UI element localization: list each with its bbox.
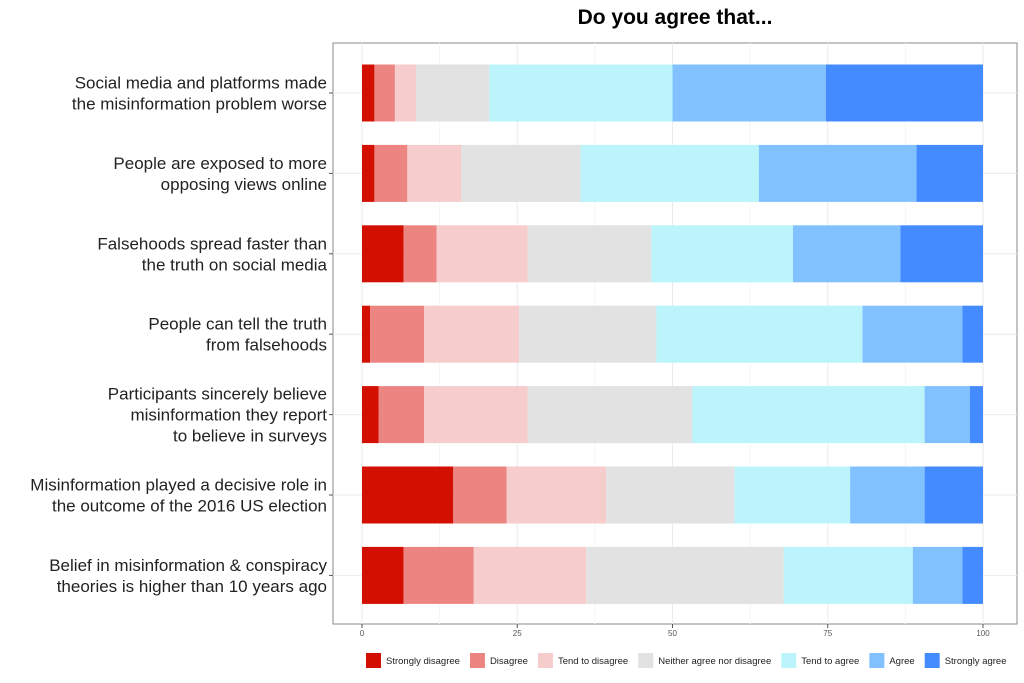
bar-segment-neither-agree-nor-disagree <box>527 225 652 283</box>
bar-segment-agree <box>912 546 963 604</box>
bar-segment-strongly-disagree <box>362 64 375 122</box>
y-axis-label: People can tell the truth from falsehoods <box>148 315 327 355</box>
bar-segment-tend-to-disagree <box>506 466 607 524</box>
bar-segment-disagree <box>378 386 425 444</box>
bar-segment-agree <box>672 64 826 122</box>
legend-label: Tend to agree <box>801 656 859 667</box>
bar-segment-disagree <box>403 225 437 283</box>
bar-segment-tend-to-agree <box>489 64 673 122</box>
bar-segment-tend-to-agree <box>692 386 925 444</box>
bar-segment-agree <box>924 386 970 444</box>
y-axis-label-line: the truth on social media <box>142 255 328 274</box>
bar-segment-strongly-disagree <box>362 225 404 283</box>
y-axis-label: Social media and platforms made the misin… <box>72 74 327 114</box>
bar-segment-neither-agree-nor-disagree <box>519 305 657 363</box>
bar-segment-tend-to-disagree <box>424 386 528 444</box>
bar-segment-disagree <box>403 546 474 604</box>
y-axis-label-line: opposing views online <box>161 175 327 194</box>
y-axis-label: Falsehoods spread faster than the truth o… <box>97 234 327 274</box>
y-axis-label: Belief in misinformation & conspiracy the… <box>49 556 327 596</box>
y-axis-label-line: People are exposed to more <box>113 154 327 173</box>
y-axis-label-line: Belief in misinformation & conspiracy <box>49 556 327 575</box>
bar-segment-neither-agree-nor-disagree <box>416 64 490 122</box>
chart-title: Do you agree that... <box>577 6 773 29</box>
y-axis-label-line: People can tell the truth <box>148 315 327 334</box>
y-axis-label-line: to believe in surveys <box>173 427 327 446</box>
bar-segment-agree <box>850 466 925 524</box>
y-axis-label-line: Social media and platforms made <box>75 74 327 93</box>
bar-segment-disagree <box>374 144 408 202</box>
y-axis-label-line: the misinformation problem worse <box>72 95 327 114</box>
bar-segment-neither-agree-nor-disagree <box>586 546 784 604</box>
bar-segment-tend-to-disagree <box>436 225 528 283</box>
legend-label: Tend to disagree <box>558 656 628 667</box>
legend-swatch <box>638 653 654 668</box>
y-axis-label-line: from falsehoods <box>206 336 327 355</box>
bar-segment-agree <box>862 305 963 363</box>
bar-segment-strongly-agree <box>969 386 983 444</box>
bar-segment-tend-to-disagree <box>424 305 520 363</box>
legend-swatch <box>366 653 381 668</box>
y-axis-label-line: misinformation they report <box>130 406 327 425</box>
bar-segment-strongly-disagree <box>362 305 371 363</box>
bar-segment-neither-agree-nor-disagree <box>606 466 735 524</box>
bar-segment-tend-to-disagree <box>473 546 587 604</box>
bar-segment-tend-to-agree <box>651 225 793 283</box>
bar-segment-strongly-disagree <box>362 546 404 604</box>
bar-segment-tend-to-agree <box>656 305 863 363</box>
legend-label: Neither agree nor disagree <box>658 656 771 667</box>
bar-segment-strongly-agree <box>916 144 983 202</box>
bar-segment-disagree <box>374 64 395 122</box>
bar-segment-strongly-disagree <box>362 144 375 202</box>
x-tick-label: 100 <box>976 629 990 638</box>
bar-segment-tend-to-disagree <box>407 144 462 202</box>
y-axis-label-line: Misinformation played a decisive role in <box>30 476 327 495</box>
x-tick-label: 0 <box>360 629 365 638</box>
bar-segment-tend-to-agree <box>580 144 759 202</box>
legend-label: Disagree <box>490 656 528 667</box>
legend-label: Strongly disagree <box>386 656 460 667</box>
x-tick-label: 75 <box>823 629 832 638</box>
y-axis-label: Participants sincerely believe misinforma… <box>108 385 327 446</box>
legend-swatch <box>781 653 797 668</box>
bar-segment-disagree <box>453 466 507 524</box>
bar-segment-strongly-agree <box>962 546 983 604</box>
x-tick-label: 50 <box>668 629 677 638</box>
bar-segment-strongly-disagree <box>362 386 379 444</box>
y-axis-label: Misinformation played a decisive role in… <box>30 476 327 516</box>
y-axis-label-line: Participants sincerely believe <box>108 385 327 404</box>
bar-segment-tend-to-agree <box>734 466 851 524</box>
bar-segment-strongly-agree <box>962 305 983 363</box>
bar-segment-tend-to-disagree <box>394 64 417 122</box>
bar-segment-disagree <box>370 305 425 363</box>
bar-segment-strongly-agree <box>924 466 983 524</box>
y-axis-label-line: theories is higher than 10 years ago <box>57 577 327 596</box>
bar-segment-agree <box>758 144 917 202</box>
legend-label: Strongly agree <box>945 656 1007 667</box>
legend-swatch <box>924 653 940 668</box>
legend-swatch <box>869 653 885 668</box>
legend-swatch <box>469 653 485 668</box>
y-axis-label-line: Falsehoods spread faster than <box>97 234 327 253</box>
bar-segment-strongly-disagree <box>362 466 454 524</box>
y-axis-label-line: the outcome of the 2016 US election <box>52 497 327 516</box>
bar-segment-strongly-agree <box>900 225 983 283</box>
bar-segment-agree <box>792 225 901 283</box>
bar-segment-neither-agree-nor-disagree <box>527 386 693 444</box>
bar-segment-tend-to-agree <box>783 546 913 604</box>
bar-segment-neither-agree-nor-disagree <box>461 144 581 202</box>
x-tick-label: 25 <box>513 629 522 638</box>
legend-label: Agree <box>889 656 914 667</box>
bar-segment-strongly-agree <box>825 64 983 122</box>
legend-swatch <box>537 653 553 668</box>
y-axis-label: People are exposed to more opposing views… <box>113 154 327 194</box>
